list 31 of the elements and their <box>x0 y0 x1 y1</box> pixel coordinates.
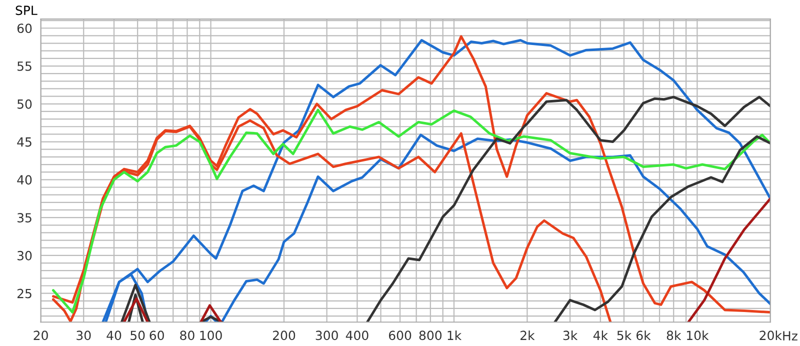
x-tick-label: 6k <box>636 330 651 340</box>
x-tick-label: 8k <box>666 330 682 340</box>
y-tick-label: 45 <box>17 137 32 147</box>
y-tick-label: 40 <box>17 175 32 185</box>
x-tick-label: 40 <box>106 330 122 340</box>
y-tick-label: 55 <box>18 62 32 71</box>
y-tick-label: 60 <box>17 24 32 34</box>
x-tick-label: 20k <box>760 330 782 340</box>
x-tick-label: 600 <box>388 330 412 340</box>
y-tick-label: 25 <box>17 288 32 298</box>
x-tick-label: 80 <box>180 330 194 340</box>
x-tick-label: 20 <box>34 330 48 340</box>
x-tick-label: 3k <box>563 330 578 340</box>
y-tick-label: 50 <box>18 99 32 109</box>
x-tick-label: 1k <box>448 330 462 340</box>
x-tick-label: 30 <box>76 330 91 340</box>
x-tick-label: 400 <box>346 330 368 340</box>
x-tick-label: 4k <box>593 330 608 340</box>
x-tick-label: 50 <box>130 330 145 340</box>
x-tick-label: 2k <box>520 330 535 340</box>
x-tick-label: 200 <box>272 330 296 340</box>
y-tick-label: 35 <box>18 213 32 222</box>
x-tick-label: 60 <box>150 330 164 340</box>
x-tick-label: 300 <box>316 330 338 340</box>
x-tick-label: 5k <box>617 330 632 340</box>
x-axis-title: Hz <box>783 331 798 340</box>
y-axis-title: SPL <box>16 6 38 16</box>
x-tick-label: 100 <box>200 330 222 340</box>
y-tick-label: 30 <box>18 250 32 260</box>
x-tick-label: 10k <box>686 330 709 340</box>
x-tick-label: 800 <box>419 330 442 340</box>
